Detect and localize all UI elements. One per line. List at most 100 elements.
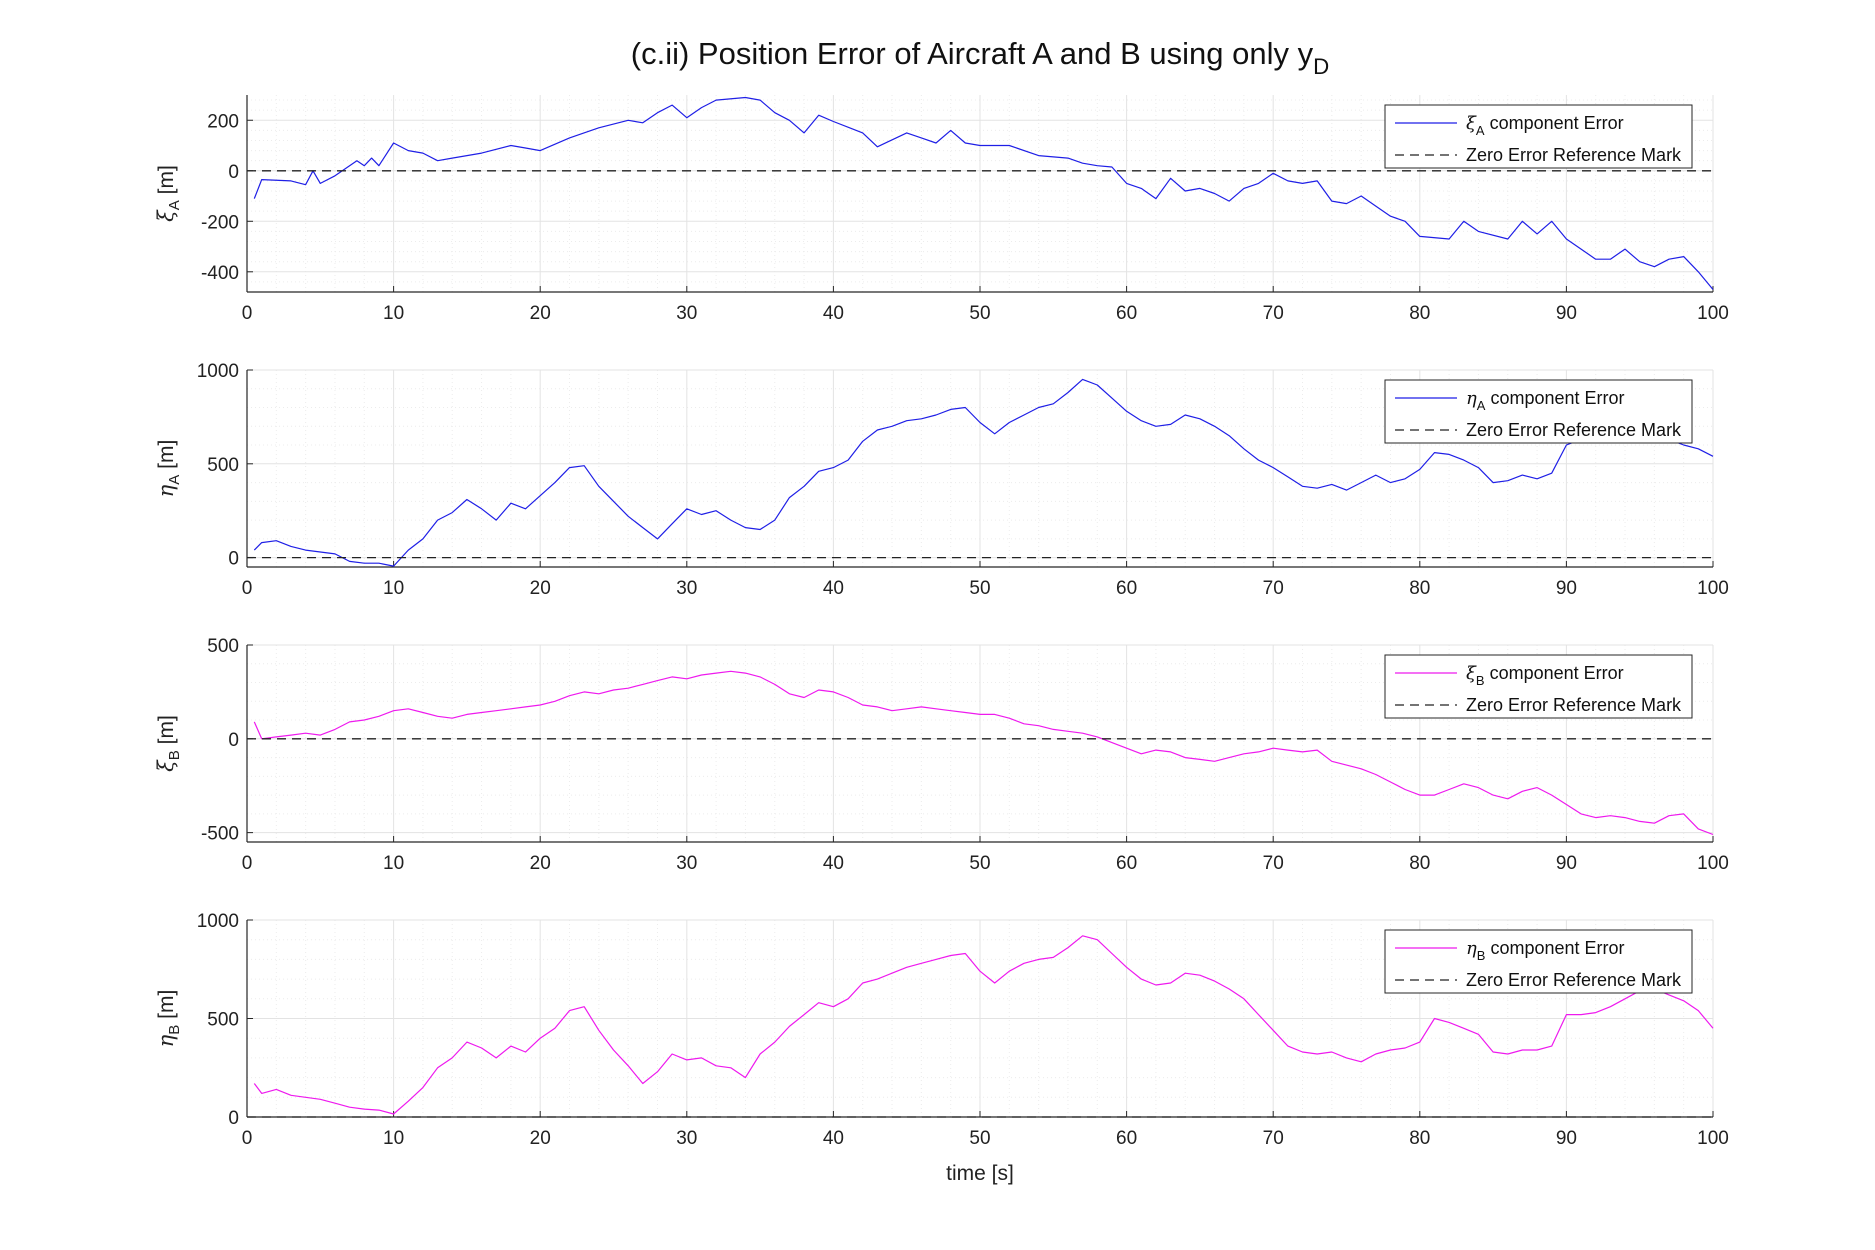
legend-label-error: ξB component Error [1466,663,1624,688]
x-tick-label: 80 [1409,853,1430,874]
legend: ηA component Error Zero Error Reference M… [1384,379,1693,444]
legend: ηB component Error Zero Error Reference M… [1384,929,1693,994]
x-tick-label: 100 [1697,578,1729,599]
y-tick-label: 0 [228,1108,239,1129]
x-tick-label: 80 [1409,578,1430,599]
y-axis-label-subscript: A [166,474,183,485]
legend-label-error-symbol: ξ [1466,113,1477,134]
legend-label-error-subscript: A [1477,398,1486,413]
x-tick-label: 80 [1409,303,1430,324]
legend-label-error-subscript: B [1476,673,1485,688]
x-tick-label: 0 [242,578,253,599]
figure-title-main: (c.ii) Position Error of Aircraft A and … [631,36,1314,71]
x-tick-label: 30 [676,578,697,599]
x-tick-label: 70 [1263,303,1284,324]
legend-label-error-text: component Error [1485,663,1624,683]
y-tick-label: 1000 [197,361,239,382]
y-tick-label: -500 [201,824,239,845]
y-tick-label: 500 [207,1010,239,1031]
legend-box [1384,929,1693,994]
x-tick-label: 40 [823,303,844,324]
x-tick-label: 50 [969,303,990,324]
legend-label-error-symbol: η [1466,938,1477,959]
y-tick-label: 500 [207,455,239,476]
y-axis-label-symbol: η [154,484,178,497]
x-tick-label: 0 [242,853,253,874]
x-tick-label: 40 [823,1128,844,1149]
x-tick-label: 90 [1556,303,1577,324]
legend-label-error: ηB component Error [1466,938,1625,963]
x-tick-label: 50 [969,578,990,599]
x-tick-label: 30 [676,853,697,874]
x-tick-label: 60 [1116,853,1137,874]
x-tick-label: 60 [1116,578,1137,599]
y-axis-label-symbol: ξ [154,209,178,222]
x-tick-label: 0 [242,1128,253,1149]
legend-label-error-subscript: B [1477,948,1486,963]
legend-label-reference: Zero Error Reference Mark [1466,970,1682,990]
y-tick-label: 200 [207,111,239,132]
error-series-line [253,935,1714,1115]
legend-label-error-symbol: ξ [1466,663,1477,684]
y-tick-label: 1000 [197,911,239,932]
x-tick-label: 50 [969,1128,990,1149]
error-series-line [253,378,1714,567]
x-tick-label: 80 [1409,1128,1430,1149]
y-axis-label-text: [m] [155,165,178,200]
legend: ξA component Error Zero Error Reference M… [1384,104,1693,169]
x-tick-label: 60 [1116,1128,1137,1149]
legend-label-error: ξA component Error [1466,113,1624,138]
x-tick-label: 70 [1263,1128,1284,1149]
y-axis-label-subscript: B [166,750,183,760]
x-tick-label: 90 [1556,578,1577,599]
legend-label-reference: Zero Error Reference Mark [1466,420,1682,440]
y-tick-label: 0 [228,162,239,183]
legend-label-error-symbol: η [1466,388,1477,409]
x-tick-label: 20 [530,1128,551,1149]
y-axis-label-text: [m] [155,715,178,750]
y-tick-label: 500 [207,636,239,657]
y-axis-label-symbol: ξ [154,759,178,772]
x-tick-label: 20 [530,303,551,324]
x-tick-label: 20 [530,853,551,874]
x-tick-label: 10 [383,1128,404,1149]
y-tick-label: -400 [201,263,239,284]
x-tick-label: 70 [1263,853,1284,874]
x-tick-label: 30 [676,1128,697,1149]
legend-box [1384,654,1693,719]
x-tick-label: 30 [676,303,697,324]
y-axis-label-text: [m] [155,440,178,475]
legend-box [1384,104,1693,169]
y-axis-label-subscript: B [166,1025,183,1035]
legend-label-error-subscript: A [1476,123,1485,138]
legend: ξB component Error Zero Error Reference M… [1384,654,1693,719]
legend-label-error-text: component Error [1485,938,1624,958]
figure-title: (c.ii) Position Error of Aircraft A and … [631,36,1329,79]
x-tick-label: 20 [530,578,551,599]
y-tick-label: -200 [201,212,239,233]
x-tick-label: 70 [1263,578,1284,599]
y-axis-label-text: [m] [155,990,178,1025]
x-tick-label: 40 [823,853,844,874]
x-tick-label: 40 [823,578,844,599]
error-series-line [253,670,1714,836]
legend-label-reference: Zero Error Reference Mark [1466,695,1682,715]
x-tick-label: 50 [969,853,990,874]
error-series-line [253,96,1714,290]
x-tick-label: 10 [383,578,404,599]
legend-label-reference: Zero Error Reference Mark [1466,145,1682,165]
x-tick-label: 0 [242,303,253,324]
y-axis-label-symbol: η [154,1034,178,1047]
legend-label-error-text: component Error [1485,113,1624,133]
legend-label-error: ηA component Error [1466,388,1625,413]
y-axis-label: ξA [m] [154,165,183,222]
figure-title-subscript: D [1313,54,1329,79]
x-tick-label: 10 [383,303,404,324]
y-axis-label: ηB [m] [154,990,183,1048]
x-tick-label: 90 [1556,1128,1577,1149]
